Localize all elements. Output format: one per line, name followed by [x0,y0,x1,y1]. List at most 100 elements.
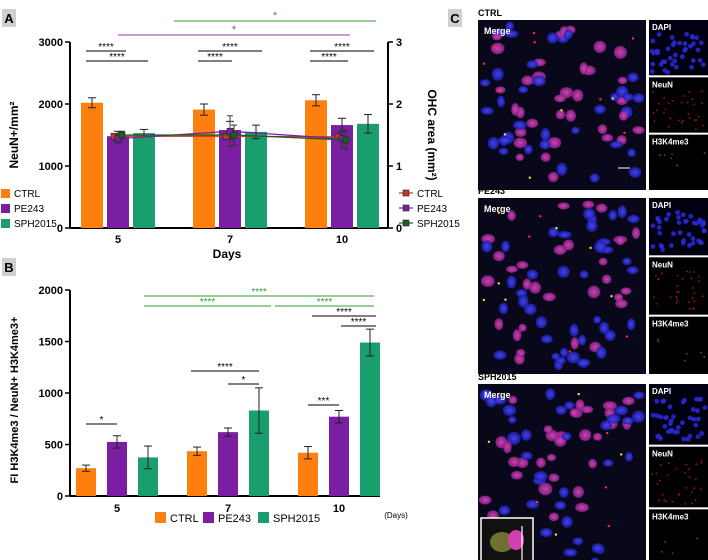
micrograph-channel-dot [667,404,673,410]
micrograph-channel-label: H3K4me3 [652,512,689,521]
chart-a-xtick-label: 10 [336,234,348,246]
micrograph-cell [502,404,517,416]
micrograph-cell [627,72,639,83]
micrograph-cell [516,348,526,357]
micrograph-channel-dot [695,47,701,53]
micrograph-channel-dot [669,35,675,40]
micrograph-channel-dot [693,292,696,295]
micrograph-channel-dot [681,119,684,122]
micrograph-channel-dot [683,359,686,362]
micrograph-dot [631,37,635,40]
micrograph-channel-dot [680,212,686,218]
micrograph-dot [539,215,542,218]
chart-b-legend-label: CTRL [170,513,199,525]
micrograph-cell [555,109,566,120]
micrograph-cell [632,126,645,135]
micrograph-cell [588,458,597,469]
chart-a-ohc-marker [118,131,126,139]
micrograph-channel-dot [695,477,697,480]
micrograph-cell [494,318,504,331]
micrograph-group-title: SPH2015 [478,372,517,382]
micrograph-dot [535,500,539,504]
micrograph-dot [610,294,613,298]
micrograph-cell [508,456,521,468]
micrograph-channel-dot [677,119,680,122]
micrograph-channel-label: NeuN [652,80,673,89]
micrograph-channel-image [649,509,708,560]
chart-b-sig-label: **** [351,317,367,328]
micrograph-cell [582,200,595,209]
micrograph-cell [575,502,589,512]
micrograph-channel-dot [701,228,707,234]
micrograph-channel-dot [677,230,683,236]
chart-a: NeuN+/mm² OHC area (mm²) Days 0 1000 2000 3… [1,10,460,261]
micrograph-cell [520,451,533,460]
micrograph-cell [490,42,505,55]
micrograph-channel-dot [688,307,691,310]
chart-a-bar [305,100,327,228]
micrograph-cell [536,457,546,468]
micrograph-cell [526,269,539,280]
micrograph-channel-dot [657,102,660,105]
chart-a-bar [357,123,379,228]
chart-b-legend-label: SPH2015 [273,513,320,525]
micrograph-cell [560,347,569,358]
micrograph-dot [497,211,501,214]
micrograph-channel-dot [686,232,692,237]
chart-a-sig-label: **** [207,52,223,63]
micrograph-channel-dot [697,115,700,118]
micrograph-channel-dot [669,243,674,248]
micrograph-channel-dot [681,436,687,442]
micrograph-channel-dot [663,499,666,501]
panel-c-label: C [450,11,460,26]
micrograph-dot [577,392,580,396]
micrograph-cell [478,495,492,505]
micrograph-cell [558,487,569,498]
micrograph-cell [617,76,628,85]
micrograph-channel-dot [666,212,672,217]
micrograph-channel-dot [687,113,690,116]
micrograph-channel-dot [688,117,691,119]
micrograph-channel-image [649,257,708,315]
chart-b-legend-swatch [203,512,214,523]
micrograph-channel-image [649,316,708,374]
chart-a-bar [107,136,129,228]
micrograph-cell [569,323,579,337]
micrograph-cell [618,110,628,121]
micrograph-cell [579,270,589,279]
micrograph-channel-dot [701,90,704,93]
micrograph-cell [596,346,607,359]
micrograph-cell [492,33,502,41]
micrograph-channel-dot [676,220,682,225]
chart-a-xlabel: Days [213,247,242,261]
chart-a-legend-label: CTRL [417,189,444,200]
micrograph-channel-dot [684,503,687,505]
micrograph-channel-dot [664,540,666,543]
micrograph-channel-dot [693,103,696,106]
chart-b-ytick-label: 2000 [39,285,63,297]
micrograph-channel-dot [689,64,694,70]
micrograph-channel-dot [673,52,678,58]
micrograph-cell [508,416,517,424]
micrograph-cell [627,318,636,331]
micrograph-cell [615,299,628,309]
micrograph-channel-dot [650,61,656,67]
micrograph-cell [579,62,588,75]
micrograph-cell [602,401,617,411]
micrograph-channel-dot [703,152,706,154]
micrograph-channel-dot [667,125,670,128]
micrograph-cell [525,499,540,509]
micrograph-channel-dot [677,291,680,294]
micrograph-group-title: PE243 [478,186,505,196]
chart-b-xtick-label: 10 [333,503,345,515]
micrograph-channel-dot [685,487,688,489]
micrograph-channel-dot [669,117,672,120]
micrograph-cell [557,202,570,210]
micrograph-cell [591,557,599,560]
micrograph-cell [591,543,603,554]
micrograph-cell [555,405,567,415]
micrograph-channel-dot [660,272,663,275]
micrograph-cell [631,227,641,240]
micrograph-dot [589,246,592,250]
micrograph-cell [622,416,634,425]
